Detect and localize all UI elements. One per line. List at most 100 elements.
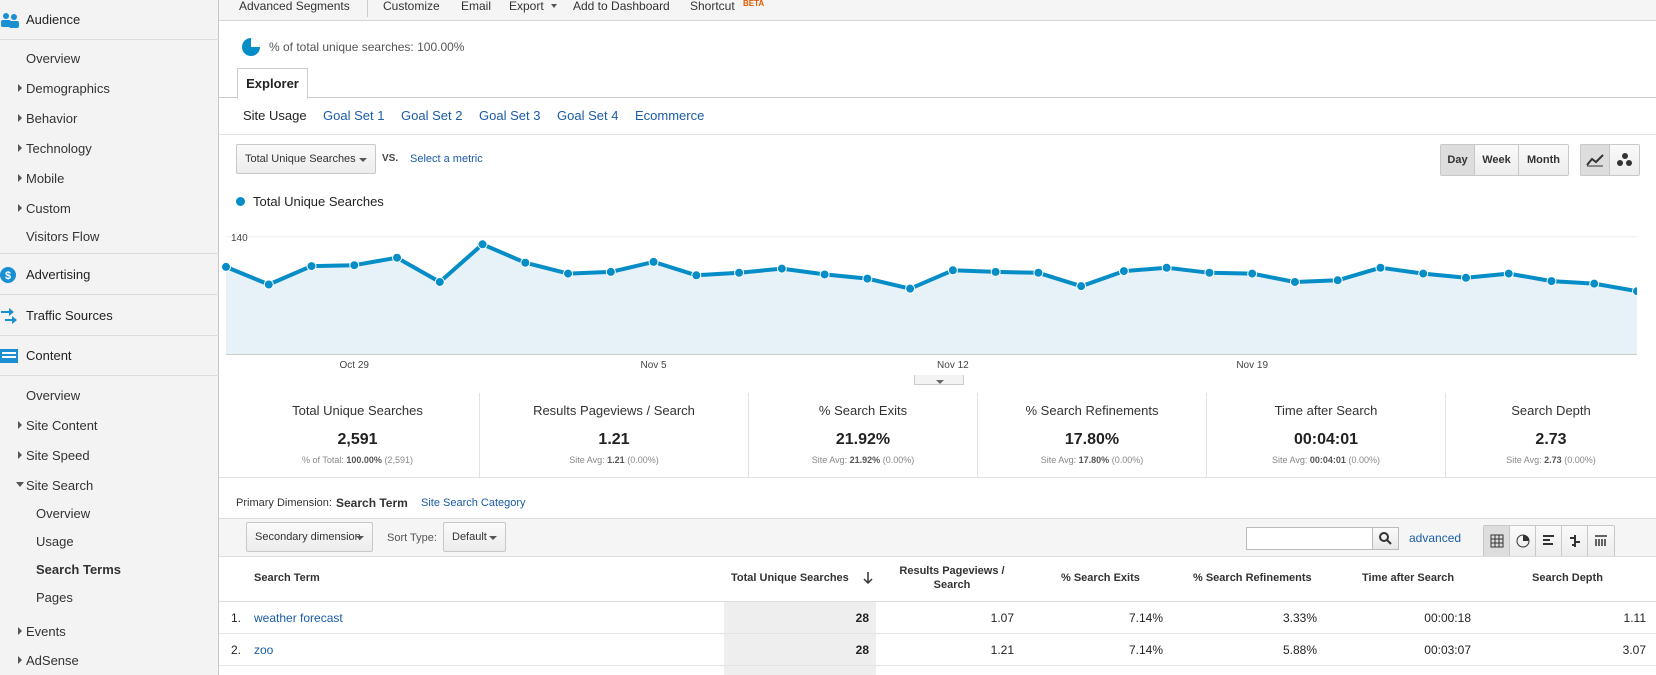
tab-goal-set-4[interactable]: Goal Set 4 xyxy=(557,108,619,123)
day-button[interactable]: Day xyxy=(1441,145,1475,175)
data-point[interactable] xyxy=(1289,276,1300,287)
sidebar-item-visitors-flow[interactable]: Visitors Flow xyxy=(26,229,100,244)
data-point[interactable] xyxy=(221,261,231,272)
data-point[interactable] xyxy=(905,283,916,294)
expand-triangle-icon[interactable] xyxy=(18,144,22,152)
primary-dimension-site-search-category[interactable]: Site Search Category xyxy=(421,497,526,509)
primary-dimension-search-term[interactable]: Search Term xyxy=(336,496,408,510)
sort-arrow-down-icon[interactable] xyxy=(862,571,874,585)
sidebar-item-usage[interactable]: Usage xyxy=(36,534,74,549)
sidebar-item-custom[interactable]: Custom xyxy=(26,201,71,216)
advanced-segments-button[interactable]: Advanced Segments xyxy=(239,0,350,13)
sidebar-item-demographics[interactable]: Demographics xyxy=(26,81,110,96)
data-point[interactable] xyxy=(605,266,616,277)
data-point[interactable] xyxy=(776,263,787,274)
month-button[interactable]: Month xyxy=(1519,145,1568,175)
data-point[interactable] xyxy=(1204,267,1215,278)
metric-card[interactable]: Results Pageviews / Search 1.21 Site Avg… xyxy=(480,393,749,478)
performance-view-button[interactable] xyxy=(1536,526,1562,556)
expand-triangle-icon[interactable] xyxy=(18,114,22,122)
pie-view-button[interactable] xyxy=(1510,526,1536,556)
data-point[interactable] xyxy=(1332,275,1343,286)
line-chart-button[interactable] xyxy=(1581,145,1610,175)
comparison-view-button[interactable] xyxy=(1562,526,1588,556)
sidebar-item-pages[interactable]: Pages xyxy=(36,590,73,605)
sidebar-item-technology[interactable]: Technology xyxy=(26,141,92,156)
data-point[interactable] xyxy=(1460,272,1471,283)
data-point[interactable] xyxy=(1033,267,1044,278)
column-header-search-depth[interactable]: Search Depth xyxy=(1532,572,1603,584)
tab-ecommerce[interactable]: Ecommerce xyxy=(635,108,705,123)
sidebar-item-content-overview[interactable]: Overview xyxy=(26,388,81,403)
data-point[interactable] xyxy=(263,279,274,290)
expand-triangle-icon[interactable] xyxy=(18,84,22,92)
sidebar-section-content[interactable]: Content xyxy=(0,336,219,376)
sidebar-item-site-speed[interactable]: Site Speed xyxy=(26,448,90,463)
motion-chart-button[interactable] xyxy=(1610,145,1639,175)
sidebar-item-events[interactable]: Events xyxy=(26,624,66,639)
collapse-triangle-icon[interactable] xyxy=(16,482,24,487)
data-point[interactable] xyxy=(947,265,958,276)
data-point[interactable] xyxy=(1161,262,1172,273)
sidebar-section-traffic-sources[interactable]: Traffic Sources xyxy=(0,295,219,336)
expand-triangle-icon[interactable] xyxy=(18,204,22,212)
table-view-button[interactable] xyxy=(1484,526,1510,556)
tab-goal-set-2[interactable]: Goal Set 2 xyxy=(401,108,463,123)
customize-button[interactable]: Customize xyxy=(383,0,440,13)
sidebar-item-search-terms[interactable]: Search Terms xyxy=(36,562,122,577)
data-point[interactable] xyxy=(1076,281,1087,292)
expand-triangle-icon[interactable] xyxy=(18,451,22,459)
expand-triangle-icon[interactable] xyxy=(18,656,22,664)
data-point[interactable] xyxy=(477,239,488,250)
data-point[interactable] xyxy=(1546,276,1557,287)
sidebar-item-site-content[interactable]: Site Content xyxy=(26,418,98,433)
expand-triangle-icon[interactable] xyxy=(18,174,22,182)
metric-card[interactable]: Search Depth 2.73 Site Avg: 2.73 (0.00%) xyxy=(1446,393,1656,478)
metric-card[interactable]: % Search Refinements 17.80% Site Avg: 17… xyxy=(978,393,1207,478)
email-button[interactable]: Email xyxy=(461,0,492,13)
table-search-button[interactable] xyxy=(1373,527,1399,550)
shortcut-button[interactable]: Shortcut xyxy=(690,0,735,13)
sidebar-item-behavior[interactable]: Behavior xyxy=(26,111,78,126)
add-to-dashboard-button[interactable]: Add to Dashboard xyxy=(573,0,670,13)
data-point[interactable] xyxy=(349,260,360,271)
data-point[interactable] xyxy=(862,273,873,284)
select-metric-link[interactable]: Select a metric xyxy=(410,153,483,165)
export-button[interactable]: Export xyxy=(509,0,544,13)
data-point[interactable] xyxy=(1503,268,1514,279)
metric-card[interactable]: Total Unique Searches 2,591 % of Total: … xyxy=(236,393,480,478)
data-point[interactable] xyxy=(1118,266,1129,277)
sidebar-section-advertising[interactable]: $ Advertising xyxy=(0,253,219,295)
data-point[interactable] xyxy=(392,252,403,263)
table-search-input[interactable] xyxy=(1246,527,1373,550)
sidebar-item-audience-overview[interactable]: Overview xyxy=(26,51,81,66)
search-term-link[interactable]: weather forecast xyxy=(254,611,343,625)
data-point[interactable] xyxy=(990,266,1001,277)
sidebar-item-search-overview[interactable]: Overview xyxy=(36,506,91,521)
data-point[interactable] xyxy=(648,256,659,267)
column-header-search-refinements[interactable]: % Search Refinements xyxy=(1193,572,1312,584)
metric-card[interactable]: % Search Exits 21.92% Site Avg: 21.92% (… xyxy=(749,393,978,478)
sort-type-dropdown[interactable]: Default xyxy=(443,522,506,552)
column-header-time-after-search[interactable]: Time after Search xyxy=(1362,572,1455,584)
column-header-search-term[interactable]: Search Term xyxy=(254,572,320,584)
sidebar-item-site-search[interactable]: Site Search xyxy=(26,478,94,493)
data-point[interactable] xyxy=(1247,268,1258,279)
sidebar-section-audience[interactable]: Audience xyxy=(0,0,219,40)
week-button[interactable]: Week xyxy=(1475,145,1519,175)
data-point[interactable] xyxy=(520,257,531,268)
chart-collapse-handle[interactable] xyxy=(914,375,964,385)
sidebar-item-mobile[interactable]: Mobile xyxy=(26,171,65,186)
data-point[interactable] xyxy=(1375,262,1386,273)
data-point[interactable] xyxy=(306,261,317,272)
metric-dropdown[interactable]: Total Unique Searches xyxy=(236,144,376,174)
column-header-results-pageviews[interactable]: Results Pageviews / Search xyxy=(899,565,1005,591)
column-header-total-unique-searches[interactable]: Total Unique Searches xyxy=(731,572,849,584)
sidebar-item-adsense[interactable]: AdSense xyxy=(26,653,79,668)
data-point[interactable] xyxy=(563,268,574,279)
data-point[interactable] xyxy=(691,270,702,281)
pivot-view-button[interactable] xyxy=(1588,526,1614,556)
tab-site-usage[interactable]: Site Usage xyxy=(243,108,307,123)
metric-card[interactable]: Time after Search 00:04:01 Site Avg: 00:… xyxy=(1207,393,1446,478)
advanced-filter-link[interactable]: advanced xyxy=(1409,531,1462,545)
